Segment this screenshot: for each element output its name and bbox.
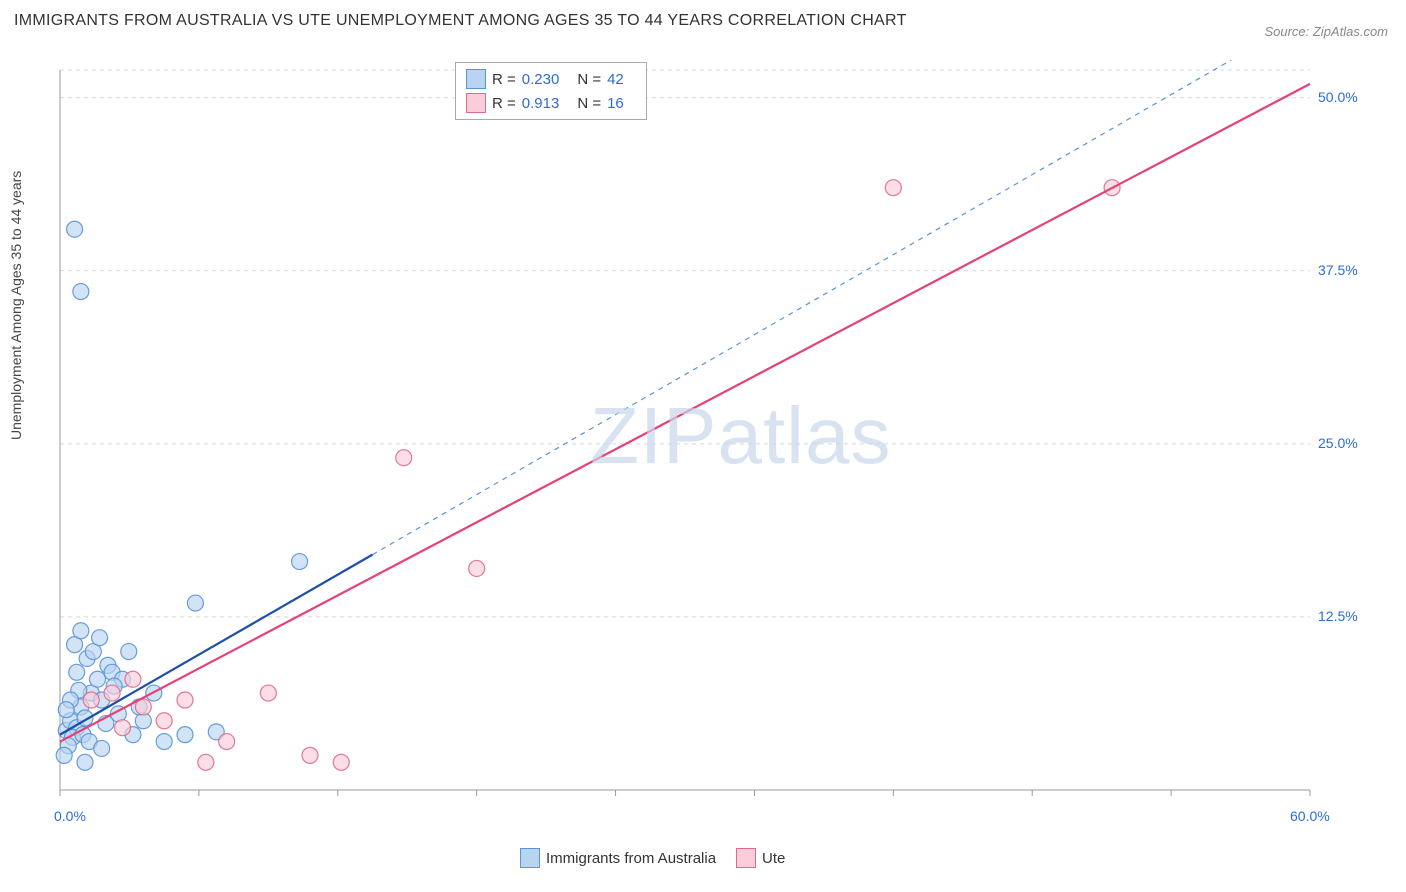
- legend-n-value: 42: [607, 71, 624, 88]
- y-tick-label: 37.5%: [1318, 262, 1358, 278]
- scatter-chart-svg: [50, 60, 1370, 830]
- legend-series-label: Ute: [762, 850, 785, 867]
- y-tick-label: 25.0%: [1318, 435, 1358, 451]
- y-axis-label: Unemployment Among Ages 35 to 44 years: [8, 171, 24, 440]
- y-tick-label: 12.5%: [1318, 608, 1358, 624]
- x-tick-label-start: 0.0%: [54, 808, 86, 824]
- legend-series-item: Immigrants from Australia: [520, 848, 716, 868]
- legend-n-label: N =: [577, 95, 601, 112]
- legend-r-label: R =: [492, 95, 516, 112]
- plot-area: [50, 60, 1370, 830]
- legend-n-label: N =: [577, 71, 601, 88]
- legend-swatch: [466, 93, 486, 113]
- legend-r-value: 0.913: [522, 95, 560, 112]
- source-attribution: Source: ZipAtlas.com: [1264, 24, 1388, 39]
- legend-r-value: 0.230: [522, 71, 560, 88]
- legend-series-label: Immigrants from Australia: [546, 850, 716, 867]
- legend-correlation-row: R = 0.230 N = 42: [466, 67, 636, 91]
- legend-swatch: [466, 69, 486, 89]
- legend-correlation-box: R = 0.230 N = 42 R = 0.913 N = 16: [455, 62, 647, 120]
- legend-n-value: 16: [607, 95, 624, 112]
- legend-correlation-row: R = 0.913 N = 16: [466, 91, 636, 115]
- x-tick-label-end: 60.0%: [1290, 808, 1330, 824]
- legend-series: Immigrants from Australia Ute: [520, 848, 785, 868]
- legend-series-item: Ute: [736, 848, 785, 868]
- legend-swatch: [736, 848, 756, 868]
- legend-r-label: R =: [492, 71, 516, 88]
- y-tick-label: 50.0%: [1318, 89, 1358, 105]
- chart-title: IMMIGRANTS FROM AUSTRALIA VS UTE UNEMPLO…: [14, 12, 907, 30]
- legend-swatch: [520, 848, 540, 868]
